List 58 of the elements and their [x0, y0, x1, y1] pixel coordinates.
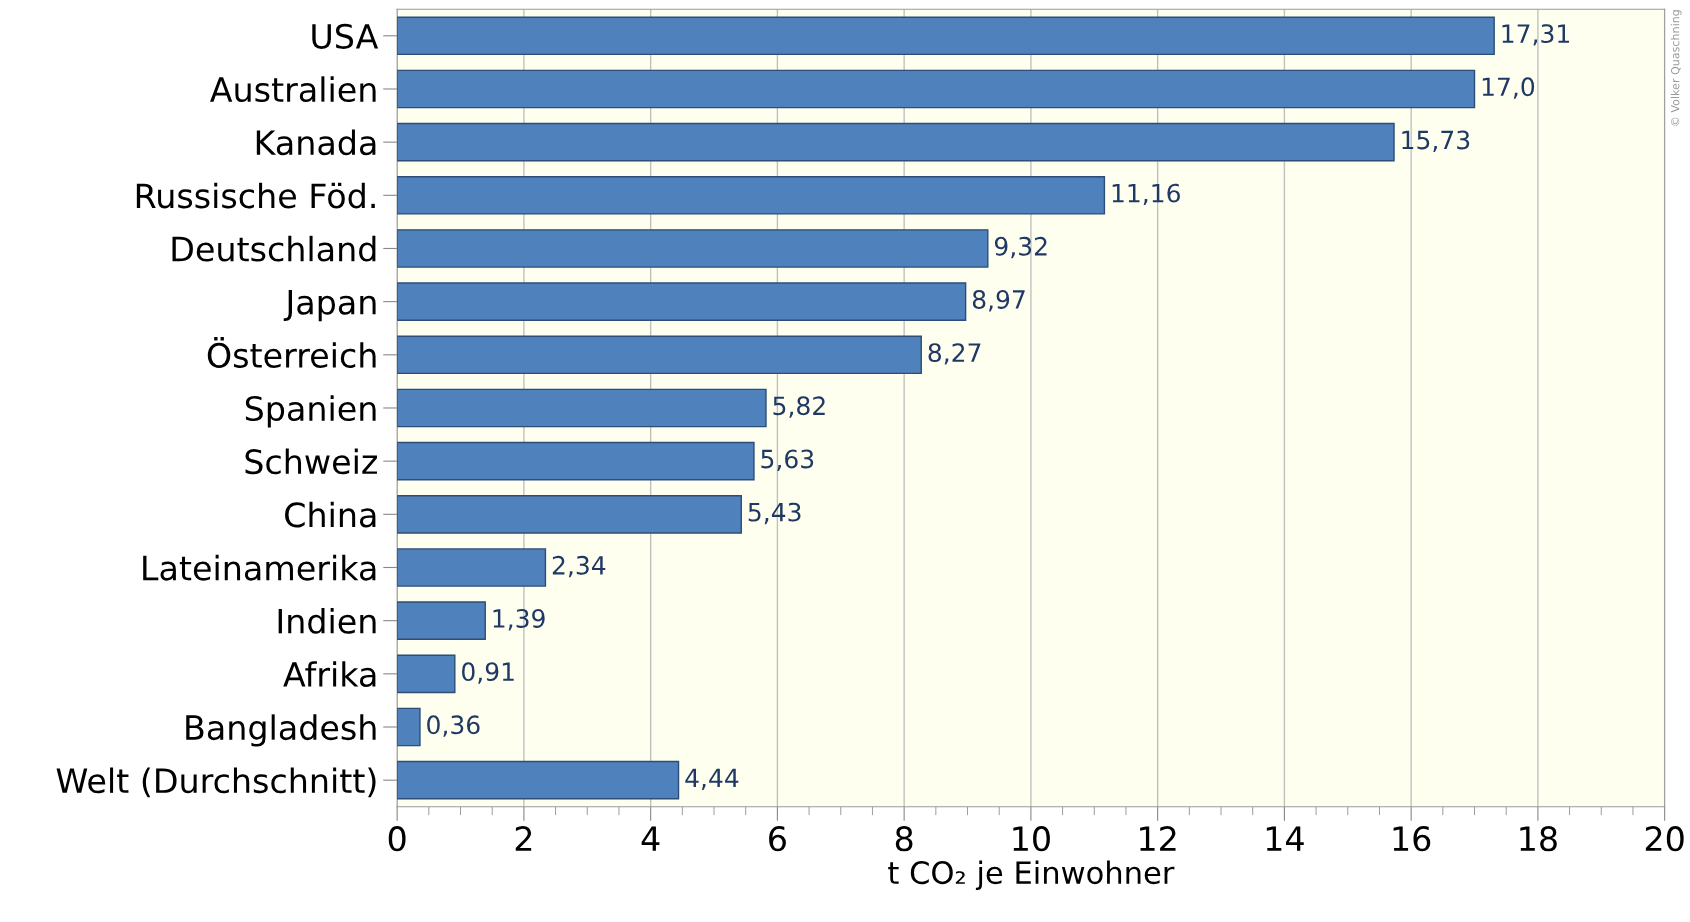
bar [397, 229, 989, 268]
y-tick-label: Welt (Durchschnitt) [56, 767, 376, 798]
y-tick-label: Lateinamerika [143, 554, 376, 581]
y-tick-label: Schweiz [245, 448, 377, 475]
bar [397, 707, 421, 747]
y-tick-label: China [285, 501, 376, 528]
data-label: 17,31 [1502, 24, 1569, 46]
bar [397, 548, 547, 587]
bar [397, 441, 755, 481]
y-tick-label: Spanien [245, 395, 376, 428]
y-tick-label: USA [312, 23, 379, 49]
bar [397, 760, 680, 800]
data-label: 15,73 [1402, 130, 1470, 152]
bar [397, 495, 742, 534]
bar [397, 601, 486, 640]
y-tick-label: Japan [283, 290, 376, 322]
data-label: 5,82 [773, 396, 825, 418]
x-axis-title: t CO₂ je Einwohner [888, 860, 1175, 891]
data-label: 5,43 [748, 502, 801, 525]
y-tick-label: Australien [210, 76, 376, 103]
x-tick-label: 20 [1645, 826, 1684, 852]
y-tick-label: Afrika [283, 661, 376, 687]
bar [397, 388, 767, 428]
y-tick-label: Kanada [256, 129, 376, 156]
data-label: 11,16 [1112, 183, 1180, 206]
bar [397, 335, 922, 375]
x-tick-label: 2 [515, 826, 532, 851]
text: © Volker Quaschning [1670, 10, 1682, 126]
bar [397, 176, 1106, 215]
data-label: 8,27 [928, 343, 981, 365]
y-tick-label: Indien [278, 608, 376, 634]
data-label: 8,97 [972, 289, 1025, 312]
x-tick-label: 18 [1520, 826, 1557, 852]
x-tick-label: 12 [1140, 826, 1176, 851]
data-label: 0,36 [427, 715, 480, 737]
data-label: 17,0 [1482, 77, 1535, 99]
data-label: 4,44 [685, 768, 739, 790]
bar [397, 282, 967, 321]
data-label: 5,63 [761, 449, 814, 471]
y-tick-label: Deutschland [172, 235, 376, 262]
bar [397, 69, 1476, 109]
data-label: 0,91 [462, 662, 514, 684]
x-tick-label: 16 [1393, 826, 1431, 852]
y-tick-label: Österreich [207, 337, 376, 368]
x-tick-label: 4 [641, 826, 660, 851]
data-label: 1,39 [493, 609, 545, 631]
x-tick-label: 0 [388, 826, 406, 852]
x-tick-label: 8 [895, 826, 913, 852]
data-label: 2,34 [552, 555, 606, 578]
bar [397, 654, 456, 694]
bar [397, 122, 1395, 162]
x-tick-label: 10 [1013, 826, 1050, 852]
y-tick-label: Bangladesh [186, 714, 376, 747]
data-label: 9,32 [994, 236, 1047, 259]
x-tick-label: 14 [1266, 826, 1304, 851]
x-tick-label: 6 [769, 826, 786, 852]
y-tick-label: Russische Föd. [136, 182, 375, 209]
bar [397, 16, 1495, 56]
